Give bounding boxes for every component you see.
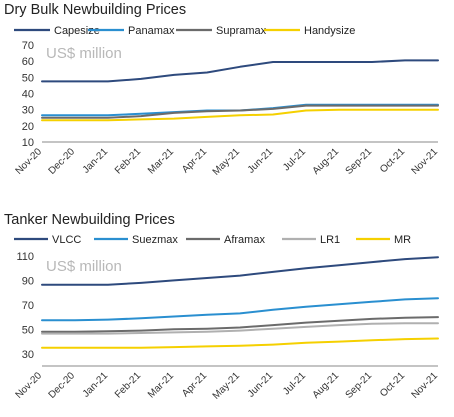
chart-1: Dry Bulk Newbuilding Prices Capesize Panam… <box>4 2 440 178</box>
legend-item-aframax: Aframax <box>186 234 265 246</box>
x-tick-label: Aug-21 <box>311 146 342 177</box>
y-axis: 10 20 30 40 50 60 70 <box>22 40 34 149</box>
legend-label: Panamax <box>128 25 175 37</box>
x-tick-label: Dec-20 <box>47 370 78 401</box>
x-tick-label: Nov-20 <box>14 370 45 401</box>
x-tick-label: Mar-21 <box>146 370 176 400</box>
legend-item-panamax: Panamax <box>88 25 175 37</box>
series-line-capesize <box>41 59 439 83</box>
x-tick-label: May-21 <box>211 146 243 178</box>
series-line-lr1 <box>41 322 439 335</box>
chart-2: Tanker Newbuilding Prices VLCC Suezmax Afra… <box>4 212 440 402</box>
x-tick-label: Nov-20 <box>14 146 45 177</box>
y-tick-label: 60 <box>22 56 34 68</box>
x-tick-label: Jun-21 <box>246 146 276 176</box>
y-tick-label: 50 <box>22 324 34 336</box>
legend-item-handysize: Handysize <box>264 25 355 37</box>
legend: VLCC Suezmax Aframax LR1 MR <box>14 234 411 246</box>
x-tick-label: Sep-21 <box>344 370 375 401</box>
y-axis: 30 50 70 90 110 <box>16 251 34 361</box>
x-tick-label: Jul-21 <box>281 146 308 173</box>
y-tick-label: 90 <box>22 275 34 287</box>
legend-item-supramax: Supramax <box>176 25 267 37</box>
y-tick-label: 20 <box>22 121 34 133</box>
y-tick-label: 10 <box>22 137 34 149</box>
unit-annotation: US$ million <box>46 258 122 275</box>
x-tick-label: Apr-21 <box>180 370 209 399</box>
series-line-handysize <box>41 108 439 122</box>
series-line-vlcc <box>41 256 439 286</box>
x-tick-label: Oct-21 <box>378 146 407 175</box>
y-tick-label: 70 <box>22 40 34 52</box>
x-tick-label: Apr-21 <box>180 146 209 175</box>
legend: Capesize Panamax Supramax Handysize <box>14 25 355 37</box>
x-tick-label: Sep-21 <box>344 146 375 177</box>
chart-title: Dry Bulk Newbuilding Prices <box>4 2 186 18</box>
chart-title: Tanker Newbuilding Prices <box>4 212 175 228</box>
series-line-mr <box>41 337 439 349</box>
legend-item-lr1: LR1 <box>282 234 340 246</box>
x-tick-label: Jun-21 <box>246 370 276 400</box>
unit-annotation: US$ million <box>46 45 122 62</box>
x-tick-label: Mar-21 <box>146 146 176 176</box>
x-tick-label: May-21 <box>211 370 243 402</box>
y-tick-label: 110 <box>16 251 34 263</box>
y-tick-label: 30 <box>22 349 34 361</box>
legend-label: MR <box>394 234 411 246</box>
y-tick-label: 70 <box>22 300 34 312</box>
x-tick-label: Feb-21 <box>113 370 143 400</box>
x-tick-label: Nov-21 <box>410 370 441 401</box>
legend-label: Capesize <box>54 25 100 37</box>
x-tick-label: Jan-21 <box>81 370 111 400</box>
legend-label: Supramax <box>216 25 267 37</box>
series-line-aframax <box>41 316 439 333</box>
x-tick-label: Feb-21 <box>113 146 143 176</box>
legend-item-suezmax: Suezmax <box>94 234 178 246</box>
series-line-suezmax <box>41 297 439 322</box>
legend-label: Suezmax <box>132 234 178 246</box>
legend-label: VLCC <box>52 234 81 246</box>
x-tick-label: Jan-21 <box>81 146 111 176</box>
x-tick-label: Aug-21 <box>311 370 342 401</box>
y-tick-label: 40 <box>22 89 34 101</box>
series-line-supramax <box>41 104 439 119</box>
legend-item-mr: MR <box>356 234 411 246</box>
legend-label: LR1 <box>320 234 340 246</box>
x-tick-label: Oct-21 <box>378 370 407 399</box>
legend-item-vlcc: VLCC <box>14 234 81 246</box>
y-tick-label: 50 <box>22 72 34 84</box>
x-tick-label: Dec-20 <box>47 146 78 177</box>
legend-label: Handysize <box>304 25 355 37</box>
y-tick-label: 30 <box>22 105 34 117</box>
x-tick-label: Jul-21 <box>281 370 308 397</box>
legend-item-capesize: Capesize <box>14 25 100 37</box>
x-axis-labels: Nov-20 Dec-20 Jan-21 Feb-21 Mar-21 Apr-21 May-… <box>14 146 441 178</box>
x-tick-label: Nov-21 <box>410 146 441 177</box>
x-axis-labels: Nov-20 Dec-20 Jan-21 Feb-21 Mar-21 Apr-21 May-… <box>14 370 441 402</box>
legend-label: Aframax <box>224 234 265 246</box>
